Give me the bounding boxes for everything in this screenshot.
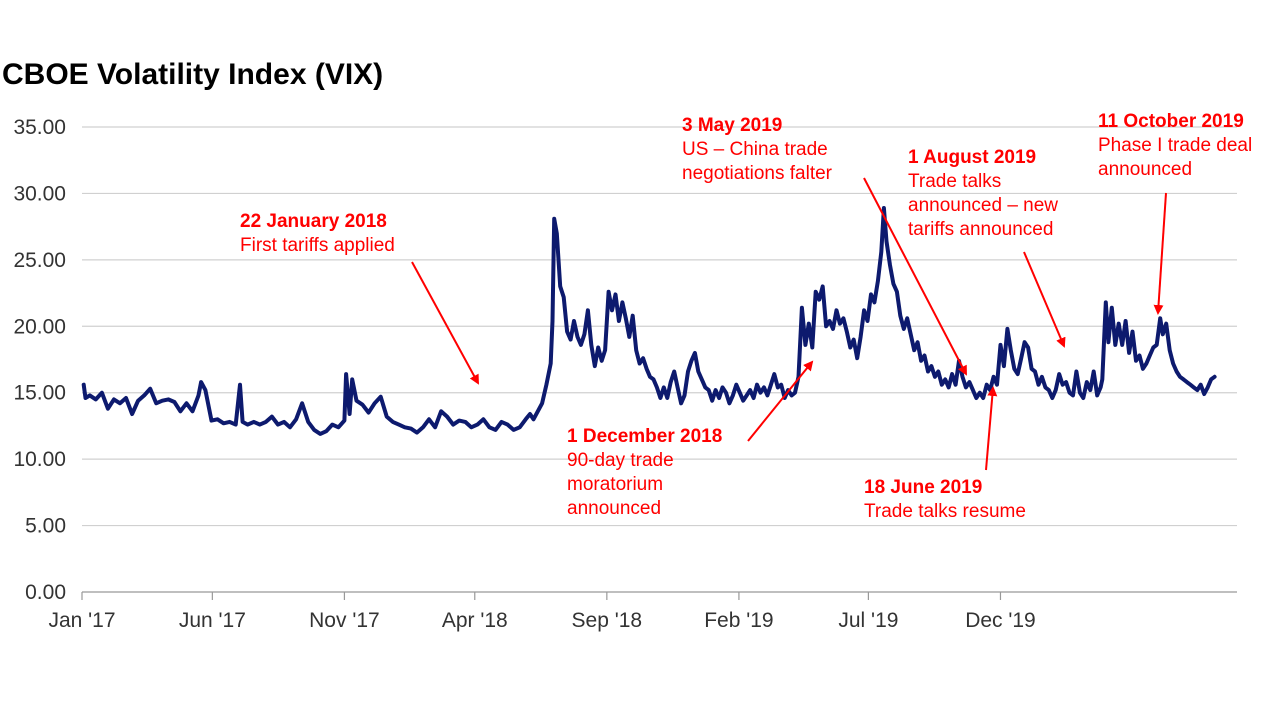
annotation-text: announced <box>1098 159 1192 180</box>
y-tick-label: 0.00 <box>25 581 66 604</box>
x-tick-label: Dec '19 <box>965 609 1036 632</box>
annotation-arrow <box>985 386 998 471</box>
annotation: 1 August 2019 Trade talks announced – new t… <box>908 147 1066 348</box>
annotation-date: 1 December 2018 <box>567 426 722 447</box>
annotation-date: 11 October 2019 <box>1098 111 1244 132</box>
annotation: 1 December 2018 90-day trade moratorium ann… <box>567 360 814 519</box>
annotation-text: Phase I trade deal <box>1098 135 1252 156</box>
y-tick-label: 30.00 <box>13 182 66 205</box>
annotation-text: announced – new <box>908 195 1058 216</box>
y-tick-label: 25.00 <box>13 249 66 272</box>
annotation: 22 January 2018 First tariffs applied <box>240 211 479 385</box>
annotation-text: negotiations falter <box>682 163 833 184</box>
x-tick-label: Jan '17 <box>48 609 115 632</box>
annotation-text: moratorium <box>567 474 663 495</box>
annotation-arrow <box>863 177 967 376</box>
annotation-date: 3 May 2019 <box>682 115 782 136</box>
series-layer <box>81 206 1217 436</box>
x-tick-label: Jun '17 <box>179 609 246 632</box>
x-tick-label: Nov '17 <box>309 609 380 632</box>
annotation-text: Trade talks resume <box>864 501 1026 522</box>
annotation-arrow <box>1153 192 1167 315</box>
y-axis-ticks: 0.00 5.00 10.00 15.00 20.00 25.00 30.00 35.00 <box>13 116 66 604</box>
x-tick-label: Jul '19 <box>838 609 898 632</box>
annotation-date: 18 June 2019 <box>864 477 982 498</box>
annotation: 18 June 2019 Trade talks resume <box>864 386 1026 522</box>
annotation: 3 May 2019 US – China trade negotiations f… <box>682 115 967 376</box>
series-line <box>81 206 1217 436</box>
annotation-arrow <box>747 360 814 442</box>
annotation-text: 90-day trade <box>567 450 674 471</box>
annotations-layer: 22 January 2018 First tariffs applied 1 De… <box>240 111 1252 522</box>
x-tick-label: Sep '18 <box>572 609 643 632</box>
x-tick-label: Apr '18 <box>442 609 508 632</box>
annotation-arrow <box>1023 251 1066 348</box>
annotation-text: announced <box>567 498 661 519</box>
x-tick-label: Feb '19 <box>704 609 773 632</box>
annotation-arrow <box>411 261 479 385</box>
y-tick-label: 10.00 <box>13 448 66 471</box>
annotation: 11 October 2019 Phase I trade deal announc… <box>1098 111 1252 315</box>
annotation-date: 1 August 2019 <box>908 147 1036 168</box>
annotation-text: US – China trade <box>682 139 828 160</box>
annotation-date: 22 January 2018 <box>240 211 387 232</box>
annotation-text: Trade talks <box>908 171 1001 192</box>
y-tick-label: 35.00 <box>13 116 66 139</box>
annotation-text: tariffs announced <box>908 219 1053 240</box>
chart-title: CBOE Volatility Index (VIX) <box>2 58 384 91</box>
y-tick-label: 20.00 <box>13 315 66 338</box>
y-tick-label: 5.00 <box>25 515 66 538</box>
annotation-text: First tariffs applied <box>240 235 395 256</box>
y-tick-label: 15.00 <box>13 382 66 405</box>
x-axis-ticks: Jan '17 Jun '17 Nov '17 Apr '18 Sep '18 Feb '… <box>48 591 1237 632</box>
